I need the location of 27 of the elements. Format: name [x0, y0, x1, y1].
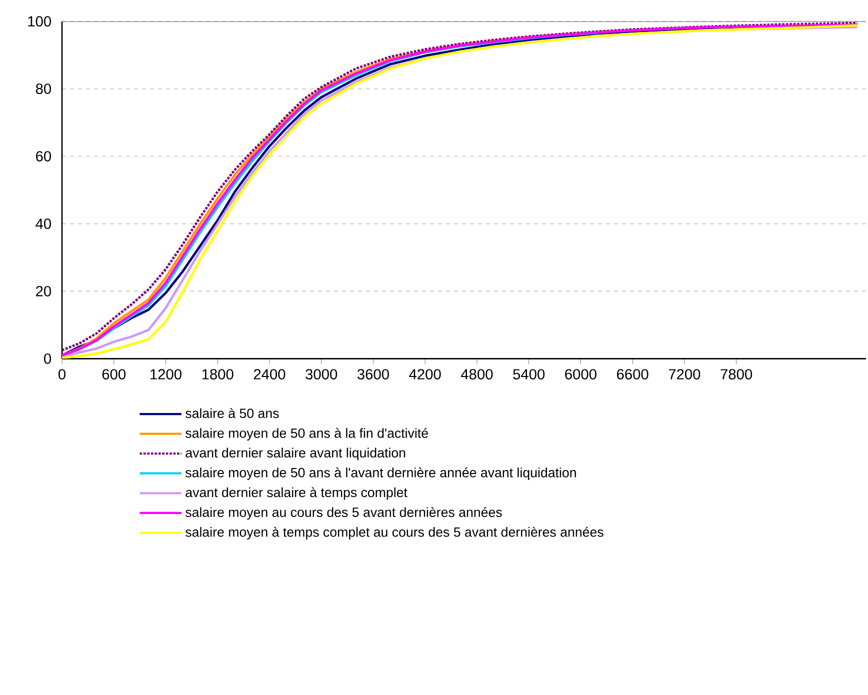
- y-tick-label: 40: [36, 218, 52, 230]
- y-tick-label: 100: [28, 16, 52, 27]
- x-tick-label: 600: [102, 369, 126, 380]
- legend-label: salaire moyen de 50 ans à la fin d'activité: [186, 428, 428, 441]
- x-tick-label: 4800: [460, 369, 493, 380]
- x-tick-label: 2400: [254, 369, 286, 380]
- legend-label: salaire moyen de 50 ans à l'avant dernière année avant liquidation: [186, 468, 576, 480]
- x-tick-label: 6000: [565, 369, 596, 380]
- legend-label: salaire moyen au cours des 5 avant dernières années: [186, 507, 502, 520]
- legend-label: salaire à 50 ans: [186, 408, 279, 418]
- y-tick-label: 60: [36, 151, 52, 162]
- x-tick-label: 3600: [357, 369, 389, 380]
- x-tick-label: 0: [58, 369, 66, 380]
- x-tick-label: 6600: [617, 369, 648, 380]
- legend-label: avant dernier salaire à temps complet: [186, 487, 408, 500]
- x-tick-label: 7800: [720, 369, 752, 380]
- x-tick-label: 1200: [150, 369, 182, 380]
- y-tick-label: 20: [36, 286, 52, 297]
- x-tick-label: 3000: [306, 369, 338, 380]
- legend-label: salaire moyen à temps complet au cours des 5 avant dernières années: [186, 527, 604, 540]
- x-tick-label: 5400: [513, 369, 545, 380]
- x-tick-label: 7200: [668, 369, 700, 380]
- legend-label: avant dernier salaire avant liquidation: [186, 448, 406, 460]
- x-tick-label: 1800: [202, 369, 234, 380]
- x-tick-label: 4200: [409, 369, 441, 380]
- y-tick-label: 0: [44, 354, 52, 364]
- y-tick-label: 80: [36, 84, 52, 94]
